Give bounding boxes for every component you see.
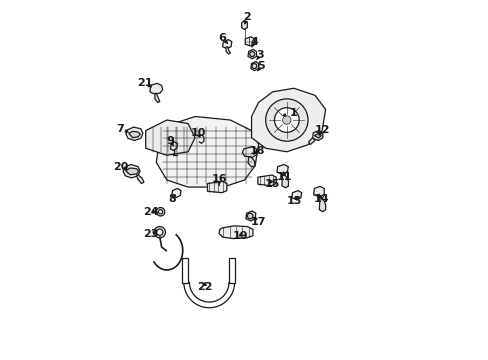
Text: 2: 2 (243, 12, 251, 22)
Circle shape (274, 108, 299, 132)
Polygon shape (123, 165, 140, 178)
Polygon shape (183, 282, 234, 308)
Text: 8: 8 (167, 194, 175, 204)
Circle shape (249, 51, 254, 57)
Text: 21: 21 (137, 78, 152, 88)
Text: 5: 5 (257, 62, 264, 71)
Text: 10: 10 (190, 129, 205, 139)
Polygon shape (225, 47, 230, 54)
Text: 18: 18 (250, 146, 265, 156)
Circle shape (282, 116, 290, 124)
Text: 11: 11 (276, 172, 292, 182)
Text: 20: 20 (112, 162, 128, 172)
Polygon shape (244, 37, 254, 46)
Polygon shape (281, 173, 288, 188)
Polygon shape (228, 258, 235, 283)
Polygon shape (170, 142, 177, 150)
Text: 6: 6 (218, 33, 226, 43)
Text: 15: 15 (264, 179, 280, 189)
Polygon shape (242, 147, 256, 157)
Text: 13: 13 (285, 196, 301, 206)
Polygon shape (125, 168, 139, 175)
Text: 12: 12 (314, 125, 329, 135)
Polygon shape (171, 189, 181, 198)
Polygon shape (247, 157, 255, 167)
Text: 1: 1 (289, 108, 297, 118)
Circle shape (158, 210, 163, 214)
Polygon shape (155, 93, 160, 102)
Polygon shape (257, 175, 276, 186)
Polygon shape (312, 131, 322, 140)
Circle shape (156, 207, 164, 216)
Polygon shape (314, 134, 321, 138)
Polygon shape (150, 83, 163, 94)
Polygon shape (319, 197, 325, 212)
Polygon shape (241, 21, 247, 30)
Text: 24: 24 (142, 207, 158, 217)
Polygon shape (276, 165, 287, 174)
Text: 23: 23 (142, 229, 158, 239)
Polygon shape (207, 181, 226, 193)
Polygon shape (313, 186, 324, 197)
Polygon shape (156, 117, 258, 187)
Circle shape (154, 226, 165, 238)
Text: 19: 19 (232, 231, 247, 242)
Polygon shape (291, 190, 301, 200)
Text: 14: 14 (313, 194, 328, 204)
Circle shape (265, 99, 307, 141)
Polygon shape (126, 127, 142, 140)
Polygon shape (145, 120, 195, 155)
Polygon shape (250, 62, 258, 71)
Text: 4: 4 (250, 37, 258, 47)
Polygon shape (136, 175, 143, 184)
Text: 3: 3 (256, 50, 264, 60)
Polygon shape (251, 88, 325, 152)
Polygon shape (222, 40, 231, 49)
Text: 17: 17 (250, 217, 266, 227)
Polygon shape (182, 258, 188, 283)
Text: 16: 16 (211, 174, 226, 184)
Polygon shape (247, 49, 256, 59)
Polygon shape (128, 131, 140, 138)
Circle shape (156, 229, 163, 235)
Polygon shape (308, 138, 314, 145)
Text: 7: 7 (116, 124, 124, 134)
Circle shape (251, 64, 256, 68)
Text: 22: 22 (197, 282, 212, 292)
Polygon shape (245, 211, 255, 221)
Text: 9: 9 (166, 136, 174, 146)
Polygon shape (219, 226, 252, 239)
Circle shape (247, 213, 252, 219)
